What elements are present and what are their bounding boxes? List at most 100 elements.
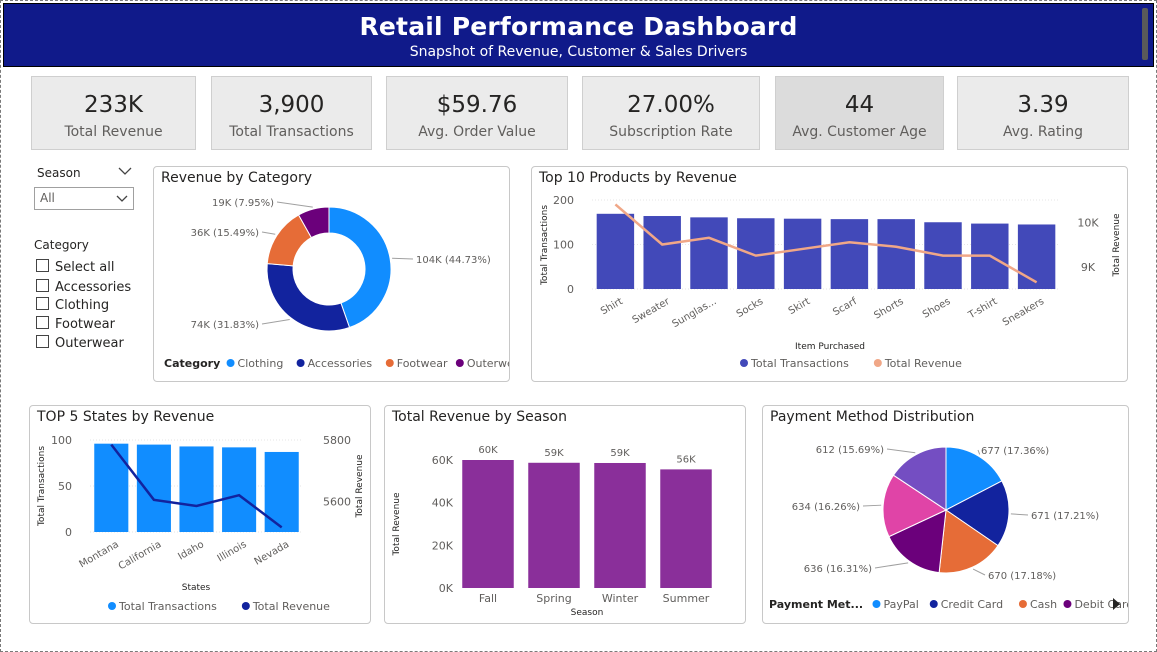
revenue-by-category-donut[interactable]: 104K (44.73%) 74K (31.83%) 36K (15.49%) 19K… [154, 167, 509, 381]
bar-idaho [179, 446, 214, 532]
legend-next-arrow-icon[interactable] [1113, 598, 1120, 610]
legend-item: Credit Card [941, 598, 1003, 611]
legend-marker [455, 359, 464, 367]
x-tick-label: Sneakers [1001, 296, 1046, 328]
kpi-card-subscription-rate[interactable]: 27.00% Subscription Rate [582, 76, 760, 150]
legend-item: Accessories [308, 357, 373, 370]
bar-shirt [596, 213, 635, 289]
x-tick-label: T-shirt [966, 296, 999, 322]
donut-slice-clothing [328, 206, 392, 329]
data-label: 104K (44.73%) [416, 255, 491, 266]
data-label: 74K (31.83%) [191, 320, 259, 331]
legend-title: Category [164, 357, 220, 370]
data-label: 59K [544, 448, 564, 459]
y2-tick-label: 10K [1077, 216, 1099, 229]
category-slicer-label: Category [34, 238, 89, 252]
category-option-accessories[interactable]: Accessories [36, 279, 131, 295]
x-tick-label: Shirt [599, 296, 625, 317]
y-tick-label: 0 [567, 283, 574, 296]
legend-marker [1063, 600, 1072, 608]
legend-item: Total Revenue [252, 600, 330, 613]
y-axis-title: Total Revenue [392, 492, 402, 557]
header-banner: Retail Performance Dashboard Snapshot of… [3, 3, 1154, 67]
payment-method-pie-chart[interactable]: 677 (17.36%) 671 (17.21%) 670 (17.18%) 636 … [763, 406, 1128, 623]
option-label: Clothing [55, 298, 110, 313]
bar-illinois [222, 447, 257, 532]
legend-item: Total Transactions [118, 600, 217, 613]
kpi-card-avg-rating[interactable]: 3.39 Avg. Rating [957, 76, 1129, 150]
chart-card-top10-products[interactable]: Top 10 Products by Revenue 0 100 200 9K 10K S… [531, 166, 1128, 382]
x-tick-label: Illinois [216, 539, 249, 564]
chevron-down-icon[interactable] [118, 166, 132, 176]
chart-title: TOP 5 States by Revenue [37, 409, 215, 425]
option-label: Footwear [55, 317, 115, 332]
pie-slice [892, 446, 947, 511]
kpi-card-total-revenue[interactable]: 233K Total Revenue [31, 76, 196, 150]
kpi-value: 3,900 [258, 92, 325, 118]
legend-marker [241, 602, 250, 610]
legend-title: Payment Met... [769, 598, 863, 611]
legend-item: Total Transactions [750, 357, 849, 370]
x-tick-label: Montana [78, 539, 121, 570]
chart-title: Total Revenue by Season [392, 409, 567, 425]
y-tick-label: 0K [439, 582, 454, 595]
data-label: 19K (7.95%) [212, 198, 274, 209]
chart-card-revenue-by-season[interactable]: Total Revenue by Season 0K 20K 40K 60K 60K Fa… [384, 405, 746, 624]
chart-title: Payment Method Distribution [770, 409, 975, 425]
data-label: 634 (16.26%) [792, 502, 860, 513]
x-axis-title: Item Purchased [795, 342, 865, 352]
kpi-card-total-transactions[interactable]: 3,900 Total Transactions [211, 76, 372, 150]
bar-nevada [264, 451, 299, 532]
checkbox[interactable] [36, 279, 49, 292]
kpi-label: Subscription Rate [609, 124, 733, 140]
x-tick-label: Idaho [176, 539, 206, 562]
kpi-value: $59.76 [436, 92, 518, 118]
x-tick-label: Winter [602, 592, 639, 605]
legend-marker [929, 600, 938, 608]
legend-item: Outerwear [467, 357, 509, 370]
y-tick-label: 60K [432, 454, 454, 467]
bar-spring [528, 462, 580, 588]
checkbox[interactable] [36, 259, 49, 272]
option-label: Select all [55, 260, 115, 275]
season-dropdown[interactable]: All [34, 187, 134, 210]
data-label: 677 (17.36%) [981, 446, 1049, 457]
legend-marker [226, 359, 235, 367]
chart-title: Revenue by Category [161, 170, 312, 186]
kpi-card-avg-customer-age[interactable]: 44 Avg. Customer Age [775, 76, 944, 150]
category-option-select-all[interactable]: Select all [36, 259, 114, 275]
bar-sunglas... [690, 217, 728, 289]
pie-slice [882, 474, 948, 538]
legend-marker [1018, 600, 1027, 608]
category-option-outerwear[interactable]: Outerwear [36, 335, 124, 351]
y-tick-label: 100 [51, 434, 72, 447]
kpi-label: Avg. Customer Age [792, 124, 927, 140]
legend-marker [873, 359, 882, 367]
checkbox[interactable] [36, 297, 49, 310]
kpi-card-avg-order-value[interactable]: $59.76 Avg. Order Value [386, 76, 568, 150]
x-tick-label: Shorts [872, 296, 905, 322]
chart-card-top5-states[interactable]: TOP 5 States by Revenue 0 50 100 5600 5800 Mo… [29, 405, 371, 624]
checkbox[interactable] [36, 316, 49, 329]
category-option-footwear[interactable]: Footwear [36, 316, 115, 332]
bar-skirt [783, 218, 822, 289]
label-leader-line [977, 449, 981, 455]
label-leader-line [276, 201, 313, 208]
chart-card-payment-methods[interactable]: Payment Method Distribution 677 (17.36%)… [762, 405, 1129, 624]
bar-montana [94, 443, 129, 532]
scrollbar-thumb[interactable] [1142, 8, 1148, 60]
kpi-label: Total Transactions [229, 124, 354, 140]
y2-axis-title: Total Revenue [1112, 213, 1122, 278]
checkbox[interactable] [36, 335, 49, 348]
category-option-clothing[interactable]: Clothing [36, 297, 109, 313]
x-axis-title: States [182, 583, 211, 593]
revenue-by-season-bar-chart[interactable]: 0K 20K 40K 60K 60K Fall 59K Spring 59K Winter 56K S… [385, 406, 745, 623]
legend-item: Cash [1030, 598, 1057, 611]
data-label: 56K [676, 454, 696, 465]
bar-shorts [877, 219, 915, 289]
label-leader-line [392, 257, 414, 260]
chart-card-revenue-by-category[interactable]: Revenue by Category 104K (44.73%) 74K (31… [153, 166, 510, 382]
kpi-label: Total Revenue [64, 124, 163, 140]
